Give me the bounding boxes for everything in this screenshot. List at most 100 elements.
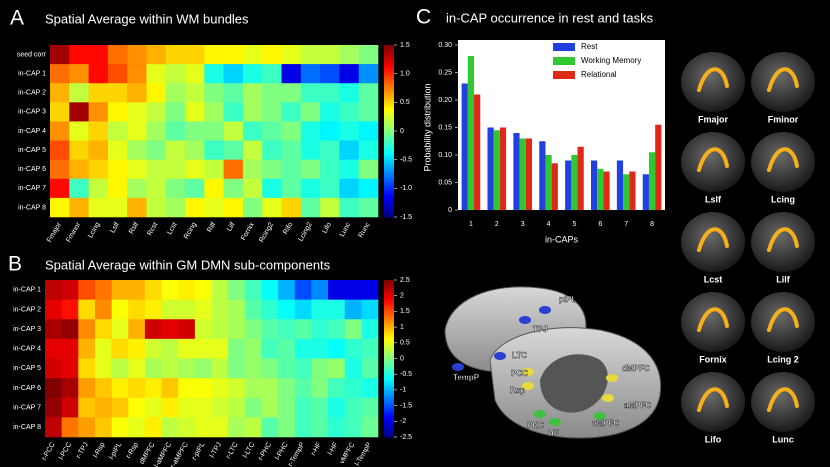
tract-fiber <box>697 67 729 92</box>
heat-cell <box>161 358 179 379</box>
heat-cell <box>127 140 147 160</box>
colorbar-step <box>384 211 394 215</box>
tract-label: Fmajor <box>698 114 729 124</box>
bar <box>467 56 475 210</box>
heat-cell <box>69 64 89 84</box>
colorbar-step <box>384 385 394 389</box>
heat-cell <box>178 338 196 359</box>
colorbar-step <box>384 329 394 333</box>
heat-cell <box>165 102 186 122</box>
colorbar-step <box>384 280 394 283</box>
colorbar-step <box>384 160 394 164</box>
colorbar-step <box>384 58 394 62</box>
heat-cell <box>320 178 340 199</box>
heat-cell <box>358 102 379 122</box>
colorbar-step <box>384 155 394 159</box>
column-label: r-PHC <box>257 441 273 461</box>
heat-cell <box>328 319 345 340</box>
heat-cell <box>261 358 279 379</box>
heat-cell <box>146 121 167 141</box>
heat-cell <box>146 83 167 103</box>
heat-cell <box>242 140 263 160</box>
heat-cell <box>178 299 196 320</box>
heat-cell <box>358 121 379 141</box>
heat-cell <box>228 280 246 300</box>
heat-cell <box>161 280 179 300</box>
colorbar-step <box>384 174 394 178</box>
heat-cell <box>223 159 244 180</box>
heat-cell <box>228 397 246 418</box>
heat-cell <box>127 102 147 122</box>
tract-brain <box>751 292 815 352</box>
region-blob <box>594 412 606 420</box>
heat-cell <box>204 121 224 141</box>
heat-cell <box>281 197 302 218</box>
colorbar-step <box>384 190 394 194</box>
heat-cell <box>358 140 379 160</box>
heat-cell <box>294 417 312 438</box>
y-tick-label: 0.30 <box>438 42 452 49</box>
heat-cell <box>128 299 146 320</box>
legend-label: Working Memory <box>581 56 641 65</box>
column-label: Lcing <box>87 221 101 239</box>
colorbar-label: 2.5 <box>400 277 410 284</box>
colorbar-step <box>384 71 394 76</box>
column-label: Fmajor <box>46 221 63 244</box>
heat-cell <box>107 64 128 84</box>
colorbar-label: -2.5 <box>400 434 412 441</box>
colorbar-step <box>384 82 394 86</box>
heat-cell <box>278 338 296 359</box>
colorbar-step <box>384 117 394 121</box>
colorbar-step <box>384 380 394 384</box>
heat-cell <box>61 338 79 359</box>
heat-cell <box>261 299 279 320</box>
heat-cell <box>204 45 224 65</box>
tract-label: Fminor <box>768 114 799 124</box>
colorbar-step <box>384 88 394 92</box>
heat-cell <box>185 45 205 65</box>
colorbar-step <box>384 432 394 436</box>
heat-cell <box>339 83 360 103</box>
tract-fiber <box>697 227 729 252</box>
bar <box>519 138 526 210</box>
heat-cell <box>278 319 296 340</box>
colorbar-step <box>384 182 394 186</box>
heat-cell <box>61 378 79 399</box>
colorbar-step <box>384 429 394 433</box>
heat-cell <box>45 378 62 399</box>
heat-cell <box>50 64 70 84</box>
y-tick-label: 0.10 <box>438 152 452 159</box>
colorbar-step <box>384 299 394 303</box>
heat-cell <box>127 64 147 84</box>
colorbar-step <box>384 214 394 218</box>
row-label: in-CAP 8 <box>18 204 46 211</box>
heat-cell <box>107 121 128 141</box>
heat-cell <box>278 358 296 379</box>
column-label: r-TempP <box>287 441 306 467</box>
heat-cell <box>94 299 112 320</box>
heat-cell <box>88 178 109 199</box>
bar <box>577 146 584 210</box>
heat-cell <box>211 338 229 359</box>
heat-cell <box>127 83 147 103</box>
tract-brain <box>681 372 745 432</box>
column-label: Rcing <box>183 221 198 240</box>
column-label: l-TPJ <box>209 441 223 459</box>
heat-cell <box>178 417 196 438</box>
colorbar-step <box>384 136 394 140</box>
colorbar-step <box>384 292 394 296</box>
heat-cell <box>244 338 262 359</box>
heat-cell <box>211 358 229 379</box>
heat-cell <box>262 102 282 122</box>
heat-cell <box>88 121 109 141</box>
heat-cell <box>161 338 179 359</box>
heat-cell <box>344 397 362 418</box>
heat-cell <box>194 280 212 300</box>
heat-cell <box>281 159 302 180</box>
x-tick-label: 4 <box>547 221 551 228</box>
heat-cell <box>61 397 79 418</box>
heat-cell <box>61 319 79 340</box>
colorbar-step <box>384 338 394 342</box>
colorbar-step <box>384 414 394 418</box>
colorbar-step <box>384 47 394 51</box>
